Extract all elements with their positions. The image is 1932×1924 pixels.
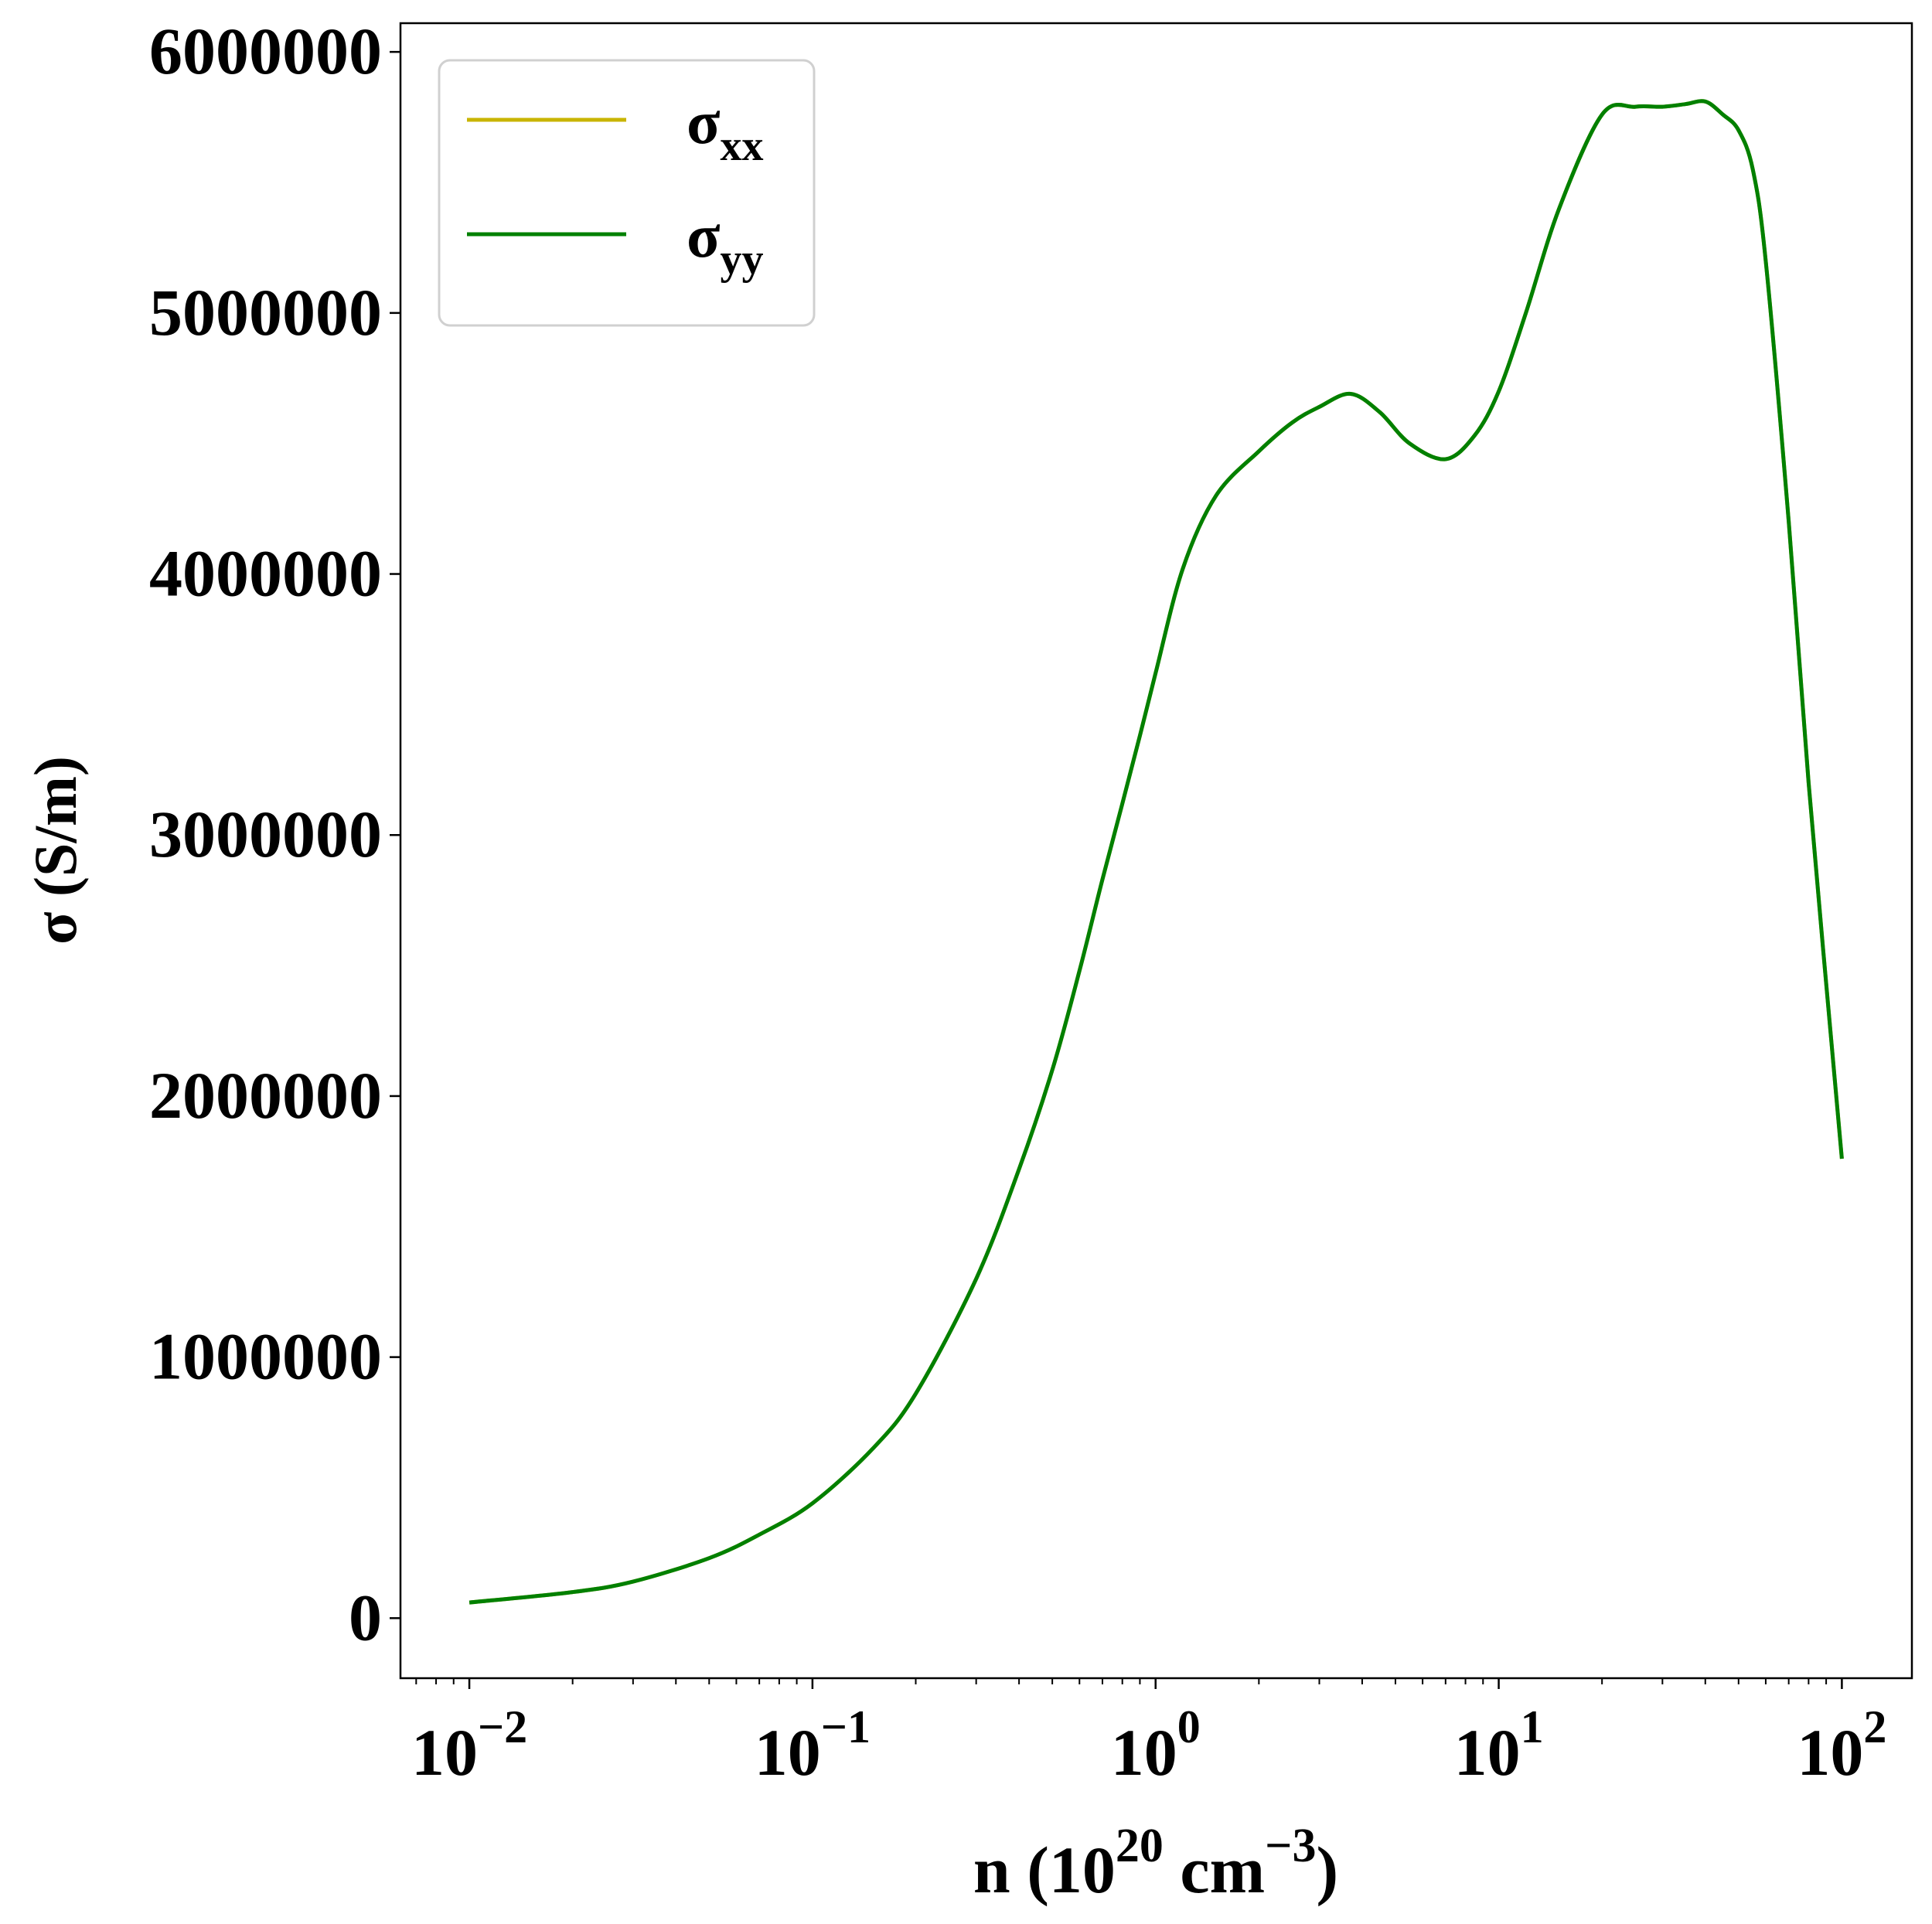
x-axis-minor-ticks (415, 1678, 1828, 1684)
y-tick-label: 2000000 (149, 1058, 382, 1132)
y-tick-label: 3000000 (149, 797, 382, 871)
x-tick-label: 10−2 (411, 1701, 527, 1789)
x-tick-label: 102 (1797, 1701, 1886, 1789)
legend-box (438, 59, 816, 327)
y-axis-label: σ (S/m) (22, 756, 89, 945)
x-axis-label: n (1020 cm−3) (973, 1820, 1338, 1907)
x-tick-label: 10−1 (755, 1701, 871, 1789)
legend: σxx σyy (438, 59, 816, 327)
legend-label-yy: σyy (687, 203, 764, 284)
series-line-yy (469, 99, 1844, 1605)
y-tick-label: 6000000 (149, 14, 382, 88)
x-tick-label: 100 (1111, 1701, 1201, 1789)
y-axis-ticks: 0 1000000 2000000 3000000 4000000 5000000 6000… (149, 14, 400, 1654)
legend-label-xx: σxx (687, 89, 764, 170)
plot-area-frame (399, 22, 1913, 1680)
y-tick-label: 5000000 (149, 275, 382, 349)
x-tick-label: 101 (1454, 1701, 1544, 1789)
y-tick-label: 0 (349, 1580, 382, 1654)
y-tick-label: 1000000 (149, 1320, 382, 1394)
x-axis-ticks: 10−2 10−1 100 101 102 (411, 1678, 1886, 1789)
plot-series (469, 99, 1844, 1605)
y-tick-label: 4000000 (149, 536, 382, 611)
